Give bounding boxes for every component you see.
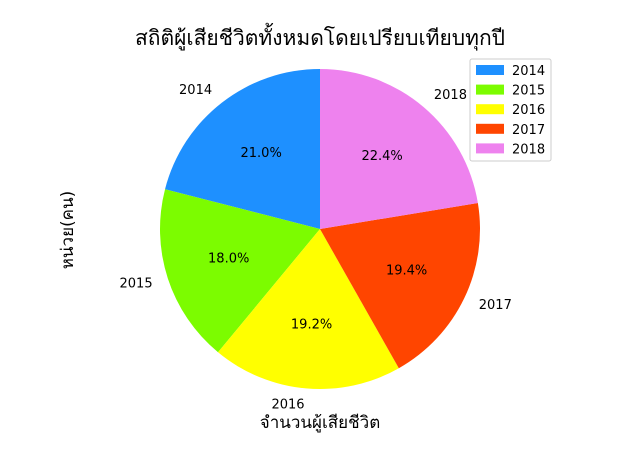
chart-title: สถิติผู้เสียชีวิตทั้งหมดโดยเปรียบเทียบทุ… [135,23,505,51]
y-axis-label: หน่วย(คน) [58,191,78,270]
legend-swatch-2017 [476,123,504,134]
pie-slice-2016 [218,229,399,389]
category-labels: 2014 2015 2016 2017 2018 [120,83,512,412]
percent-labels: 21.0% 18.0% 19.2% 19.4% 22.4% [208,146,427,332]
legend-frame [469,58,552,162]
category-label-2018: 2018 [434,88,467,103]
percent-label-2017: 19.4% [386,263,427,278]
percent-label-2015: 18.0% [208,252,249,267]
legend-label-2018: 2018 [512,142,545,157]
pie-slice-2018 [320,69,478,229]
legend-swatch-2018 [476,143,504,154]
category-label-2017: 2017 [479,298,512,313]
percent-label-2014: 21.0% [241,146,282,161]
pie-slice-2015 [160,189,320,353]
legend: 2014 2015 2016 2017 2018 [469,58,552,162]
legend-swatch-2015 [476,84,504,95]
legend-label-2015: 2015 [512,84,545,99]
pie-slices [160,69,480,389]
percent-label-2018: 22.4% [361,149,402,164]
pie-slice-2017 [320,202,480,369]
category-label-2016: 2016 [271,397,304,412]
legend-swatch-2014 [476,65,504,75]
category-label-2014: 2014 [179,83,212,98]
legend-label-2014: 2014 [512,64,545,79]
percent-label-2016: 19.2% [291,318,332,333]
legend-label-2017: 2017 [512,123,545,138]
pie-slice-2014 [165,69,320,229]
x-axis-label: จำนวนผู้เสียชีวิต [260,413,381,433]
legend-swatch-2016 [476,104,504,115]
category-label-2015: 2015 [120,276,153,291]
legend-label-2016: 2016 [512,103,545,118]
